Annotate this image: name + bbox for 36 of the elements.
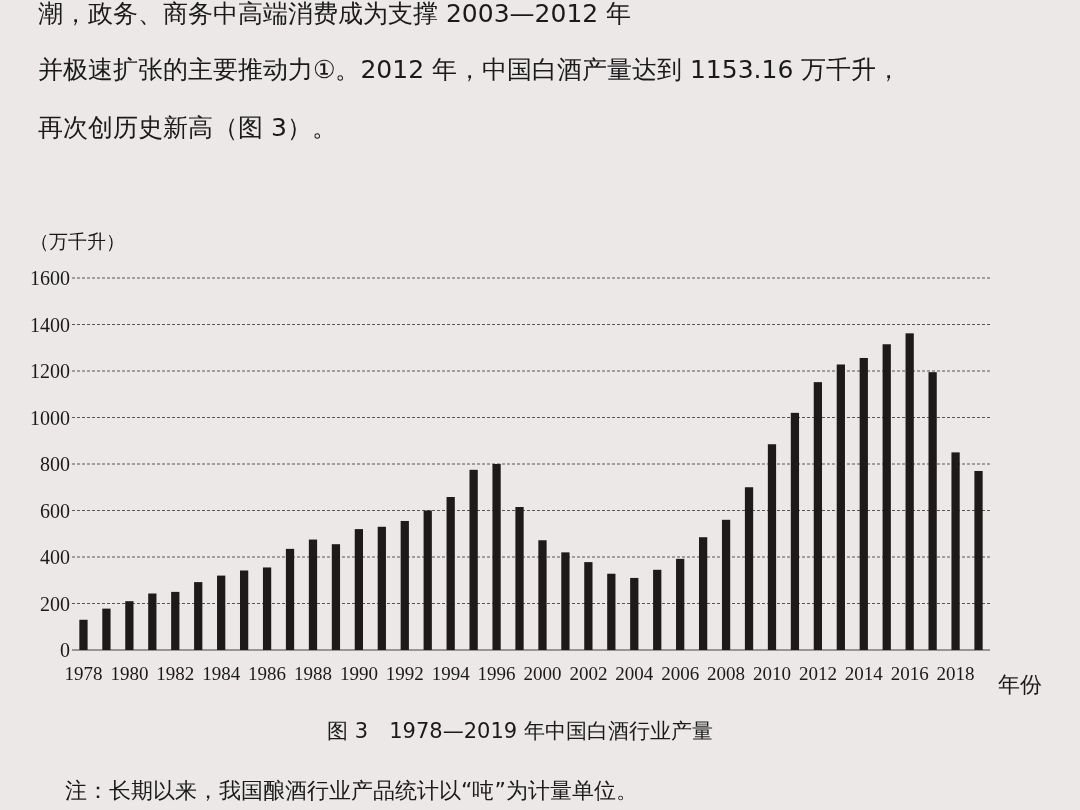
text: 再次创历史新高（图 3）。 xyxy=(38,113,337,142)
ytick: 1600 xyxy=(30,267,70,289)
ytick: 400 xyxy=(40,546,70,568)
xtick: 2016 xyxy=(890,663,929,684)
text: 潮，政务、商务中高端消费成为支撑 2003—2012 年 xyxy=(38,0,632,28)
xtick: 1992 xyxy=(385,663,424,684)
ytick: 1200 xyxy=(30,360,70,382)
ytick: 600 xyxy=(40,499,70,522)
xtick: 2012 xyxy=(798,663,837,684)
xtick: 1984 xyxy=(202,663,241,684)
xtick: 2002 xyxy=(569,663,608,684)
text: 并极速扩张的主要推动力①。2012 年，中国白酒产量达到 1153.16 万千升， xyxy=(38,55,902,84)
xtick: 2004 xyxy=(615,663,654,684)
note: 注：长期以来，我国酿酒行业产品统计以“吨”为计量单位。 xyxy=(65,778,638,803)
ytick: 1400 xyxy=(30,313,70,336)
xtick: 2000 xyxy=(523,663,562,684)
xtick: 2008 xyxy=(707,663,746,684)
xtick: 2010 xyxy=(752,663,791,684)
xtick: 1994 xyxy=(431,663,470,684)
ylabel: （万千升） xyxy=(30,230,125,252)
xtick: 1988 xyxy=(294,663,332,684)
xtick: 1982 xyxy=(156,663,195,684)
ytick: 200 xyxy=(40,592,70,615)
ytick: 0 xyxy=(60,639,70,661)
title: 图 3 1978—2019 年中国白酒行业产量 xyxy=(327,719,713,743)
xlabel: 年份 xyxy=(998,672,1042,697)
xtick: 1986 xyxy=(248,663,287,684)
ytick: 1000 xyxy=(30,406,70,429)
xtick: 1996 xyxy=(477,663,516,684)
xtick: 1990 xyxy=(339,663,378,684)
xtick: 1978 xyxy=(64,663,103,684)
xtick: 2014 xyxy=(844,663,883,684)
ytick: 800 xyxy=(40,453,70,475)
xtick: 2018 xyxy=(936,663,975,684)
xtick: 2006 xyxy=(661,663,700,684)
xtick: 1980 xyxy=(110,663,149,684)
